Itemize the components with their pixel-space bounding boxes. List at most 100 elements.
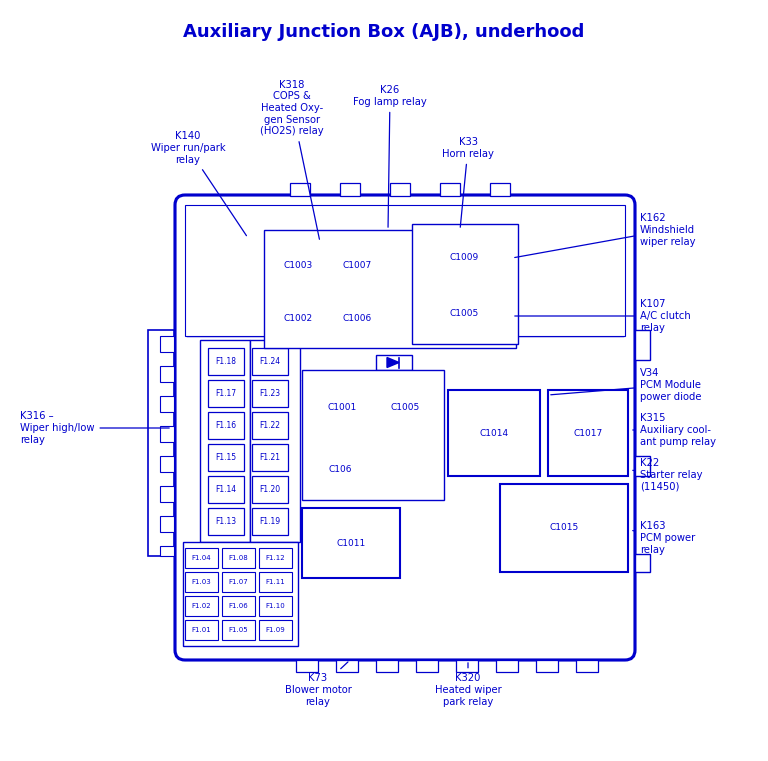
Bar	[418, 230, 510, 284]
Text: C1005: C1005	[449, 309, 478, 318]
Text: F1.20: F1.20	[260, 485, 280, 494]
Bar	[500, 484, 628, 572]
Bar	[302, 508, 400, 578]
Text: F1.13: F1.13	[216, 517, 237, 526]
Text: F1.10: F1.10	[266, 603, 286, 609]
Bar	[576, 660, 598, 672]
Bar	[448, 390, 540, 476]
Text: K162
Windshield
wiper relay: K162 Windshield wiper relay	[515, 213, 696, 257]
Bar	[208, 444, 244, 471]
Bar	[208, 476, 244, 503]
Text: K316 –
Wiper high/low
relay: K316 – Wiper high/low relay	[20, 412, 169, 444]
Text: F1.16: F1.16	[216, 421, 237, 430]
Text: F1.14: F1.14	[216, 485, 237, 494]
Text: C1002: C1002	[283, 314, 313, 323]
Bar	[252, 476, 288, 503]
Text: F1.03: F1.03	[192, 579, 211, 585]
Bar	[252, 444, 288, 471]
Text: F1.11: F1.11	[266, 579, 286, 585]
Text: F1.17: F1.17	[216, 389, 237, 398]
Text: K22
Starter relay
(11450): K22 Starter relay (11450)	[633, 458, 703, 492]
Bar	[160, 366, 174, 382]
Bar	[548, 390, 628, 476]
Text: K318
COPS &
Heated Oxy-
gen Sensor
(HO2S) relay: K318 COPS & Heated Oxy- gen Sensor (HO2S…	[260, 80, 324, 239]
Bar	[160, 336, 174, 352]
Text: K33
Horn relay: K33 Horn relay	[442, 137, 494, 228]
Text: C1017: C1017	[574, 428, 603, 438]
Text: V34
PCM Module
power diode: V34 PCM Module power diode	[551, 368, 701, 402]
Bar	[250, 340, 300, 542]
Text: F1.12: F1.12	[266, 555, 286, 561]
Bar	[259, 548, 292, 568]
Bar	[252, 412, 288, 439]
FancyBboxPatch shape	[175, 195, 635, 660]
Bar	[160, 426, 174, 442]
Bar	[390, 183, 410, 196]
Text: C1014: C1014	[479, 428, 508, 438]
Bar	[490, 183, 510, 196]
Text: C1009: C1009	[449, 253, 478, 262]
Text: F1.23: F1.23	[260, 389, 280, 398]
Bar	[148, 330, 174, 556]
Text: F1.05: F1.05	[229, 627, 248, 633]
Bar	[252, 380, 288, 407]
Bar	[330, 297, 384, 340]
Text: K73
Blower motor
relay: K73 Blower motor relay	[285, 662, 352, 707]
Bar	[185, 596, 218, 616]
Bar	[222, 572, 255, 592]
Text: F1.09: F1.09	[266, 627, 286, 633]
Bar	[315, 375, 370, 440]
Bar	[330, 241, 384, 290]
Bar	[208, 412, 244, 439]
Bar	[185, 620, 218, 640]
Bar	[635, 330, 650, 360]
Bar	[440, 183, 460, 196]
Bar	[222, 596, 255, 616]
Bar	[222, 620, 255, 640]
Bar	[252, 508, 288, 535]
Text: C1003: C1003	[283, 261, 313, 270]
Text: C1006: C1006	[343, 314, 372, 323]
Bar	[412, 224, 518, 344]
Text: C1007: C1007	[343, 261, 372, 270]
Bar	[635, 456, 650, 476]
Text: F1.01: F1.01	[192, 627, 211, 633]
Text: F1.19: F1.19	[260, 517, 280, 526]
Text: C1005: C1005	[391, 403, 420, 412]
Bar	[252, 348, 288, 375]
Bar	[536, 660, 558, 672]
Bar	[416, 660, 438, 672]
Bar	[208, 348, 244, 375]
Text: K320
Heated wiper
park relay: K320 Heated wiper park relay	[435, 663, 502, 707]
Text: F1.24: F1.24	[260, 357, 280, 366]
Bar	[160, 546, 174, 556]
Bar	[336, 660, 358, 672]
Bar	[185, 572, 218, 592]
Bar	[378, 375, 433, 440]
Bar	[302, 370, 444, 500]
Bar	[222, 548, 255, 568]
Bar	[160, 396, 174, 412]
Bar	[290, 183, 310, 196]
Bar	[264, 230, 516, 348]
Text: C106: C106	[328, 466, 352, 475]
Bar	[208, 508, 244, 535]
Text: F1.22: F1.22	[260, 421, 280, 430]
Text: K26
Fog lamp relay: K26 Fog lamp relay	[353, 85, 427, 228]
Bar	[296, 660, 318, 672]
Text: F1.21: F1.21	[260, 453, 280, 462]
Text: F1.04: F1.04	[192, 555, 211, 561]
Bar	[456, 660, 478, 672]
Bar	[418, 291, 510, 336]
Bar	[185, 205, 625, 336]
Text: F1.08: F1.08	[229, 555, 248, 561]
Bar	[183, 542, 298, 646]
Text: C1001: C1001	[328, 403, 357, 412]
Text: F1.02: F1.02	[192, 603, 211, 609]
Bar	[160, 456, 174, 472]
Text: F1.07: F1.07	[229, 579, 248, 585]
Bar	[208, 380, 244, 407]
Text: K140
Wiper run/park
relay: K140 Wiper run/park relay	[151, 132, 247, 236]
Text: K315
Auxiliary cool-
ant pump relay: K315 Auxiliary cool- ant pump relay	[633, 413, 716, 447]
Bar	[315, 448, 365, 492]
